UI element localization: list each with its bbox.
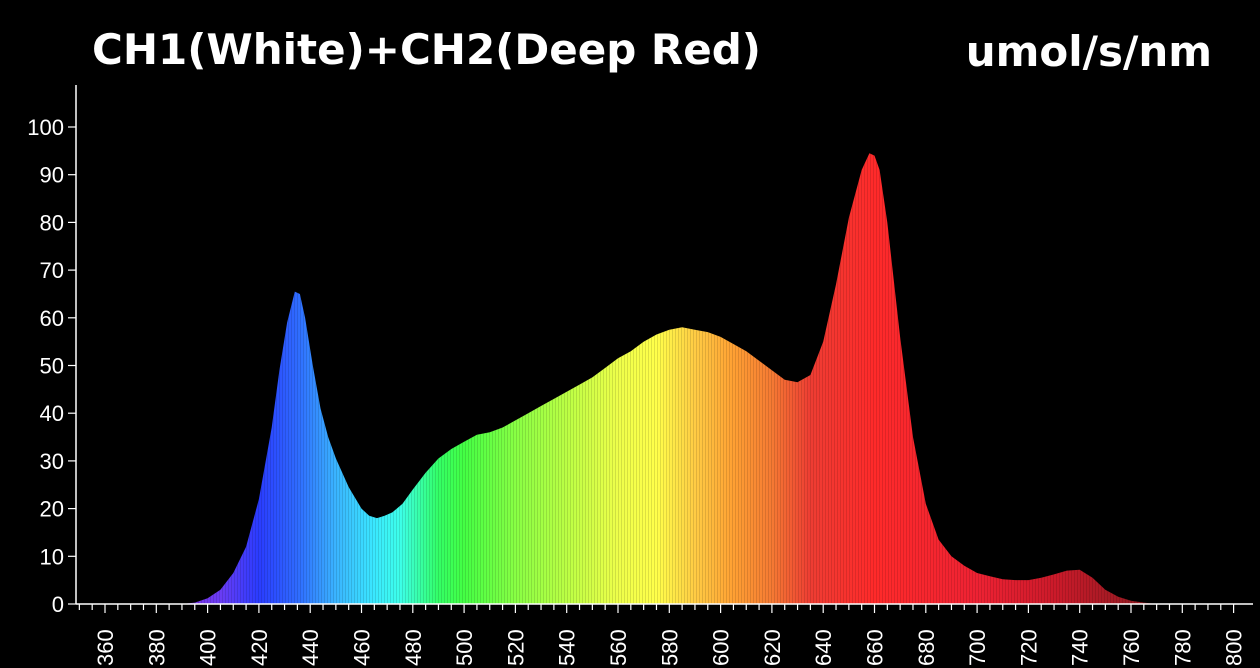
x-tick-label: 760 xyxy=(1119,629,1144,666)
y-tick-label: 30 xyxy=(40,449,64,474)
x-tick-label: 660 xyxy=(863,629,888,666)
x-tick-label: 360 xyxy=(93,629,118,666)
x-tick-label: 460 xyxy=(350,629,375,666)
y-tick-label: 0 xyxy=(52,592,64,617)
chart-title: CH1(White)+CH2(Deep Red) xyxy=(92,25,761,74)
x-tick-label: 620 xyxy=(760,629,785,666)
x-tick-label: 540 xyxy=(555,629,580,666)
spectrum-area-group xyxy=(156,153,1234,604)
x-tick-label: 500 xyxy=(452,629,477,666)
y-tick-label: 60 xyxy=(40,306,64,331)
spectrum-area-texture xyxy=(156,153,1234,604)
unit-label: umol/s/nm xyxy=(966,27,1212,76)
x-axis-ticks: 360 380 400 420 440 460 480 500 520 540 560 580 600 6… xyxy=(78,604,1247,666)
x-tick-label: 640 xyxy=(811,629,836,666)
x-tick-label: 400 xyxy=(196,629,221,666)
y-tick-label: 10 xyxy=(40,544,64,569)
y-tick-label: 70 xyxy=(40,258,64,283)
x-tick-label: 600 xyxy=(709,629,734,666)
x-tick-label: 580 xyxy=(657,629,682,666)
x-tick-label: 780 xyxy=(1170,629,1195,666)
x-tick-label: 520 xyxy=(503,629,528,666)
x-tick-label: 720 xyxy=(1016,629,1041,666)
x-tick-label: 560 xyxy=(606,629,631,666)
x-tick-label: 440 xyxy=(298,629,323,666)
x-tick-label: 800 xyxy=(1222,629,1247,666)
y-tick-label: 50 xyxy=(40,354,64,379)
x-tick-label: 700 xyxy=(965,629,990,666)
x-tick-label: 680 xyxy=(914,629,939,666)
y-tick-label: 100 xyxy=(27,115,64,140)
y-tick-label: 40 xyxy=(40,401,64,426)
y-tick-label: 20 xyxy=(40,497,64,522)
y-tick-label: 80 xyxy=(40,210,64,235)
y-tick-label: 90 xyxy=(40,163,64,188)
y-axis-ticks: 0 10 20 30 40 50 60 70 80 90 100 xyxy=(27,115,76,617)
x-tick-label: 420 xyxy=(247,629,272,666)
x-tick-label: 480 xyxy=(401,629,426,666)
x-tick-label: 380 xyxy=(144,629,169,666)
x-tick-label: 740 xyxy=(1068,629,1093,666)
